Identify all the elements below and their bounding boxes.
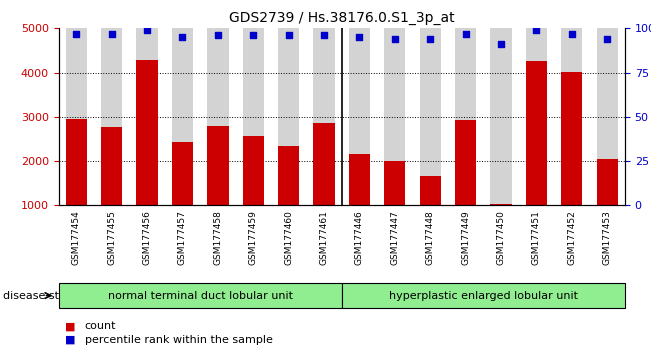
Point <box>531 27 542 33</box>
Point <box>283 33 294 38</box>
Bar <box>172 28 193 205</box>
Point <box>107 31 117 36</box>
Point <box>354 34 365 40</box>
Bar <box>66 119 87 250</box>
Bar <box>455 28 477 205</box>
Point <box>390 36 400 42</box>
Bar <box>596 159 618 250</box>
Bar <box>137 28 158 205</box>
Point <box>602 36 613 42</box>
Bar <box>526 61 547 250</box>
Bar <box>243 28 264 205</box>
Point <box>213 33 223 38</box>
Bar <box>101 127 122 250</box>
Point <box>248 33 258 38</box>
Bar <box>66 28 87 205</box>
Text: ■: ■ <box>65 321 76 331</box>
Bar <box>490 205 512 250</box>
Point <box>460 31 471 36</box>
Bar <box>243 136 264 250</box>
Bar <box>207 28 229 205</box>
Bar <box>278 28 299 205</box>
Bar <box>596 28 618 205</box>
Bar <box>137 60 158 250</box>
Point <box>425 36 436 42</box>
Bar <box>490 28 512 205</box>
Title: GDS2739 / Hs.38176.0.S1_3p_at: GDS2739 / Hs.38176.0.S1_3p_at <box>229 11 454 24</box>
Bar <box>349 154 370 250</box>
Point <box>142 27 152 33</box>
Point <box>177 34 187 40</box>
Bar <box>420 28 441 205</box>
Bar <box>561 28 583 205</box>
Bar <box>455 120 477 250</box>
Bar <box>349 28 370 205</box>
Point <box>496 41 506 47</box>
Bar <box>384 28 406 205</box>
Text: hyperplastic enlarged lobular unit: hyperplastic enlarged lobular unit <box>389 291 578 301</box>
Point <box>71 31 81 36</box>
Bar <box>561 72 583 250</box>
Text: percentile rank within the sample: percentile rank within the sample <box>85 335 273 345</box>
Bar <box>172 142 193 250</box>
Bar <box>101 28 122 205</box>
Bar <box>526 28 547 205</box>
Bar <box>278 145 299 250</box>
Text: normal terminal duct lobular unit: normal terminal duct lobular unit <box>107 291 293 301</box>
Bar <box>313 123 335 250</box>
Point <box>319 33 329 38</box>
Bar <box>313 28 335 205</box>
Bar <box>384 161 406 250</box>
Bar <box>420 176 441 250</box>
Bar <box>207 126 229 250</box>
Text: disease state: disease state <box>3 291 77 301</box>
Text: ■: ■ <box>65 335 76 345</box>
Point <box>566 31 577 36</box>
Text: count: count <box>85 321 116 331</box>
